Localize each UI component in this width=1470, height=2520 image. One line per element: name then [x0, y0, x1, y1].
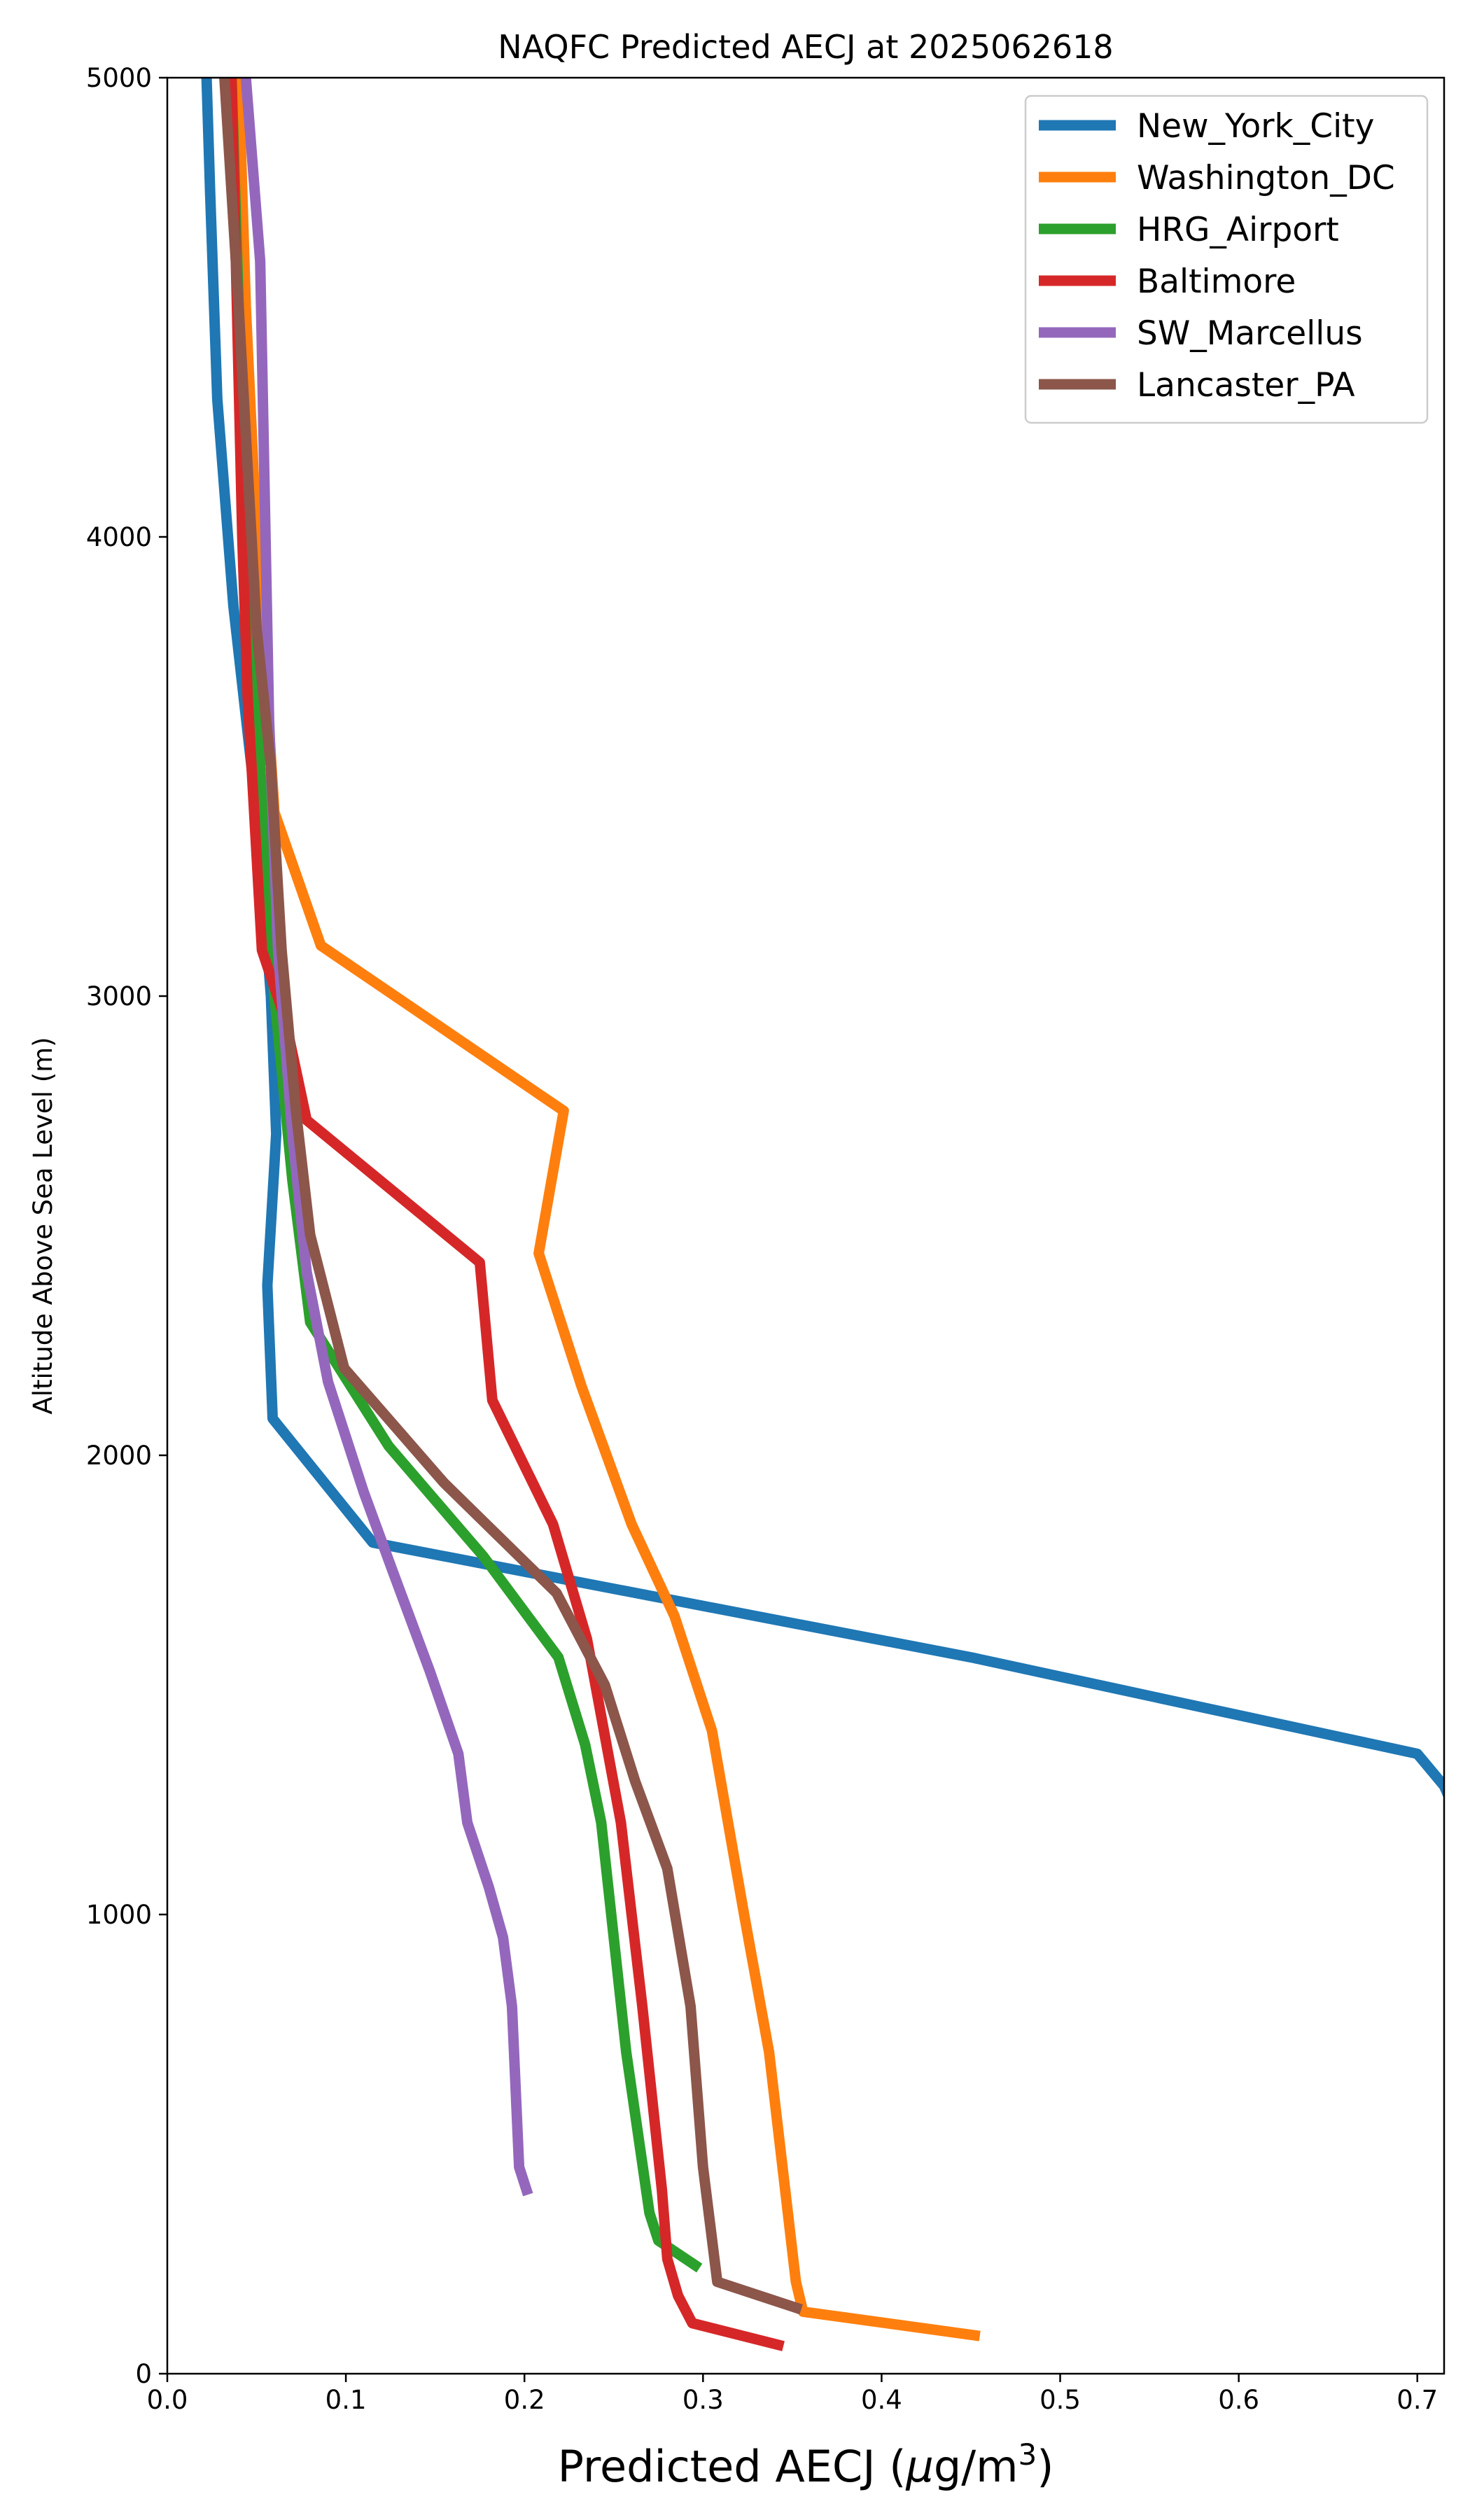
x-tick-label: 0.7 — [1396, 2385, 1438, 2415]
legend-label-baltimore: Baltimore — [1137, 262, 1296, 301]
y-tick-label: 4000 — [86, 522, 152, 552]
legend-label-new-york-city: New_York_City — [1137, 107, 1374, 146]
x-tick-label: 0.5 — [1040, 2385, 1081, 2415]
series-line-new-york-city — [201, 78, 1444, 1799]
y-tick-label: 5000 — [86, 63, 152, 93]
series-line-washington-dc — [233, 78, 981, 2342]
x-tick-label: 0.4 — [861, 2385, 902, 2415]
y-axis-label: Altitude Above Sea Level (m) — [28, 1037, 58, 1414]
series-line-sw-marcellus — [240, 78, 533, 2197]
y-tick-label: 1000 — [86, 1900, 152, 1930]
chart-title: NAQFC Predicted AECJ at 2025062618 — [498, 28, 1113, 66]
legend-label-washington-dc: Washington_DC — [1137, 159, 1395, 197]
series-line-lancaster-pa — [219, 78, 803, 2315]
plot-frame — [166, 76, 1446, 2375]
series-line-baltimore — [226, 78, 785, 2351]
x-tick-label: 0.3 — [682, 2385, 724, 2415]
legend-label-sw-marcellus: SW_Marcellus — [1137, 314, 1363, 353]
y-tick-label: 3000 — [86, 981, 152, 1011]
legend-frame — [1024, 94, 1429, 424]
x-tick-label: 0.0 — [147, 2385, 188, 2415]
legend-label-hrg-airport: HRG_Airport — [1137, 211, 1339, 249]
legend-label-lancaster-pa: Lancaster_PA — [1137, 366, 1355, 405]
axes: 0.0 0.1 0.2 0.3 0.4 0.5 0.6 0.7 0 1000 2000 3000 400… — [86, 63, 1446, 2415]
y-tick-label: 0 — [135, 2359, 152, 2389]
legend: New_York_City Washington_DC HRG_Airport Bal… — [1024, 94, 1429, 424]
x-axis-label: Predicted AECJ (μg/m3) — [558, 2437, 1054, 2492]
series-lines — [201, 78, 1444, 2351]
x-tick-label: 0.6 — [1218, 2385, 1259, 2415]
x-tick-label: 0.2 — [504, 2385, 545, 2415]
x-tick-label: 0.1 — [326, 2385, 367, 2415]
y-tick-label: 2000 — [86, 1441, 152, 1471]
